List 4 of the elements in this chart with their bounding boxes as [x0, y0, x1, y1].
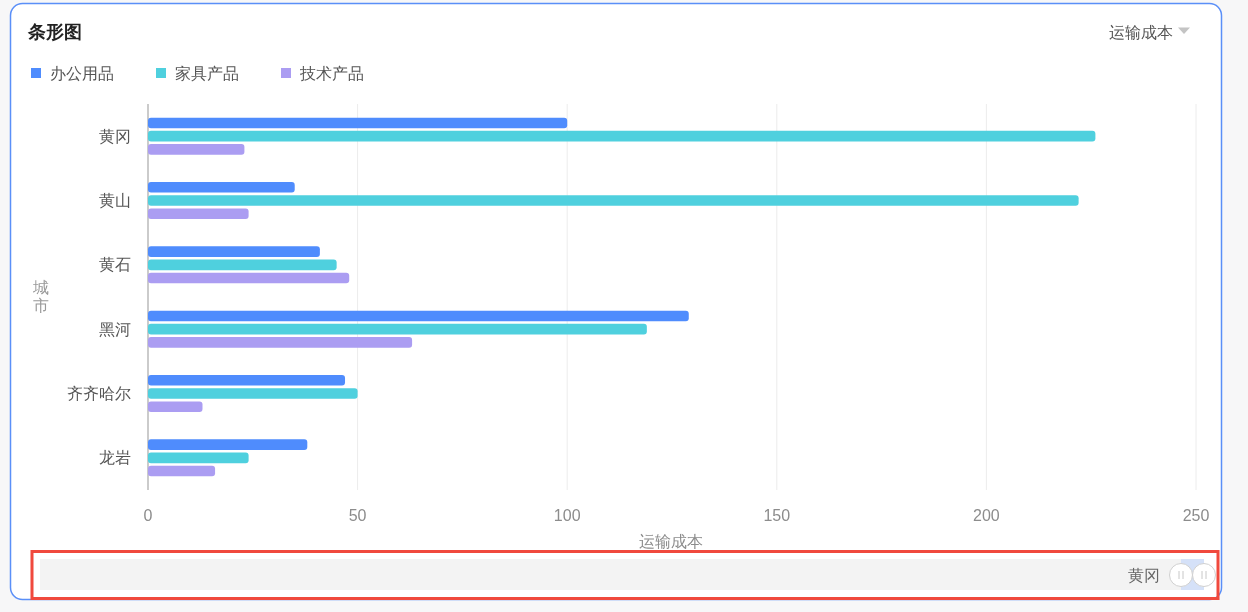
legend-label: 办公用品	[50, 64, 114, 82]
legend-label: 家具产品	[175, 64, 239, 82]
title: 条形图	[28, 22, 82, 42]
legend-label: 技术产品	[299, 64, 364, 82]
